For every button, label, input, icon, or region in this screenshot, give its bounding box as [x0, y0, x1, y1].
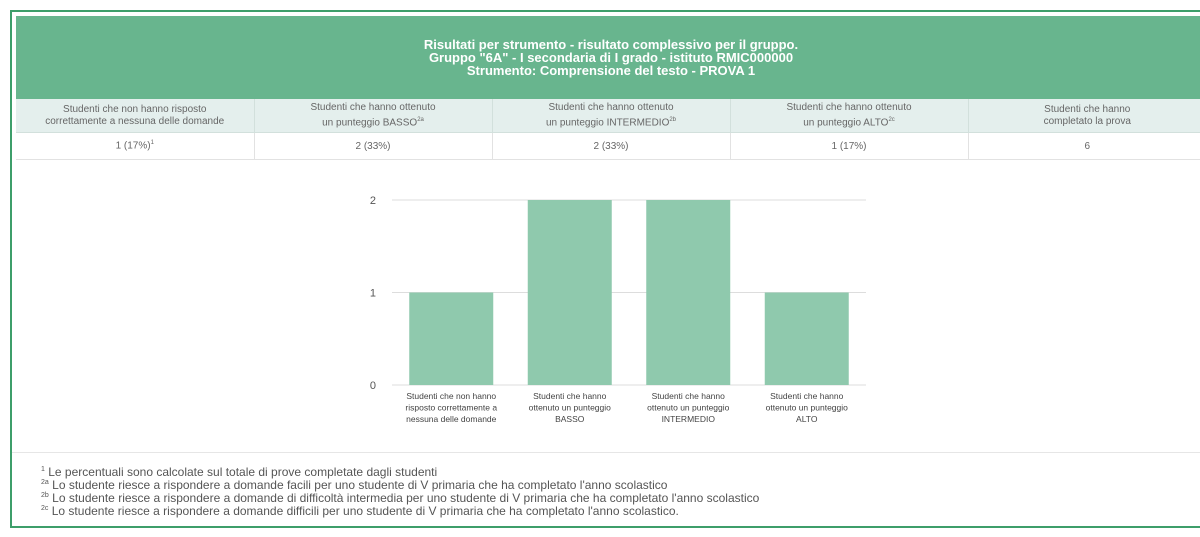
col-header-completed: Studenti che hanno completato la prova	[968, 99, 1200, 133]
col-header-none-correct: Studenti che non hanno risposto corretta…	[16, 99, 255, 133]
footnote-2a: 2a Lo studente riesce a rispondere a dom…	[41, 479, 1200, 492]
col-header-line1: Studenti che hanno ottenuto	[310, 101, 436, 113]
cell-alto: 1 (17%)	[730, 132, 969, 160]
header-title: Risultati per strumento - risultato comp…	[423, 37, 799, 52]
col-header-line1: Studenti che hanno ottenuto	[548, 101, 674, 113]
col-header-basso: Studenti che hanno ottenuto un punteggio…	[254, 99, 493, 133]
bar	[646, 200, 731, 385]
footnotes: 1 Le percentuali sono calcolate sul tota…	[12, 452, 1200, 530]
col-header-line1: Studenti che hanno ottenuto	[786, 101, 912, 113]
col-header-line1: Studenti che hanno	[1044, 103, 1131, 115]
bar	[764, 292, 849, 385]
cell-basso: 2 (33%)	[254, 132, 493, 160]
col-header-sup: 2a	[417, 116, 424, 123]
x-tick-label-line: BASSO	[555, 414, 585, 424]
y-tick-label: 1	[370, 288, 376, 300]
x-tick-label-line: ALTO	[796, 414, 818, 424]
x-tick-label-line: risposto correttamente a	[405, 403, 497, 413]
footnote-1: 1 Le percentuali sono calcolate sul tota…	[41, 466, 1200, 479]
header-group: Gruppo "6A" - I secondaria di I grado - …	[428, 50, 794, 65]
x-tick-label-line: Studenti che non hanno	[406, 391, 496, 401]
y-tick-label: 2	[370, 195, 376, 207]
x-tick-label: Studenti che hanno ottenuto un punteggio I…	[647, 391, 730, 424]
col-header-line2: completato la prova	[1043, 115, 1131, 127]
cell-none-correct: 1 (17%)1	[16, 132, 255, 160]
footnote-mark: 2c	[41, 505, 49, 512]
footnote-2c: 2c Lo studente riesce a rispondere a dom…	[41, 505, 1200, 518]
x-tick-label-line: nessuna delle domande	[406, 414, 497, 424]
x-tick-label: Studenti che hanno ottenuto un punteggio B…	[529, 391, 612, 424]
col-header-sup: 2b	[669, 116, 677, 123]
x-tick-label-line: ottenuto un punteggio	[647, 403, 730, 413]
footnote-text: Lo studente riesce a rispondere a domand…	[51, 504, 679, 518]
cell-intermedio: 2 (33%)	[492, 132, 731, 160]
results-header: Risultati per strumento - risultato comp…	[16, 16, 1200, 99]
footnote-2b: 2b Lo studente riesce a rispondere a dom…	[41, 492, 1200, 505]
col-header-line2: correttamente a nessuna delle domande	[45, 115, 225, 127]
x-tick-label-line: ottenuto un punteggio	[529, 403, 612, 413]
x-tick-label-line: INTERMEDIO	[662, 414, 716, 424]
footnote-text: Le percentuali sono calcolate sul totale…	[48, 465, 438, 479]
footnote-mark: 2b	[41, 492, 49, 499]
x-tick-label: Studenti che non hanno risposto correttam…	[405, 391, 497, 424]
footnote-text: Lo studente riesce a rispondere a domand…	[52, 478, 668, 492]
cell-completed: 6	[968, 132, 1200, 160]
col-header-line2: un punteggio BASSO	[322, 117, 418, 129]
footnote-mark: 1	[41, 466, 45, 473]
summary-table: Studenti che non hanno risposto corretta…	[16, 99, 1200, 160]
summary-header-row: Studenti che non hanno risposto corretta…	[16, 99, 1200, 133]
bar	[409, 292, 494, 385]
x-tick-label: Studenti che hanno ottenuto un punteggio A…	[766, 391, 849, 424]
summary-value-row: 1 (17%)1 2 (33%) 2 (33%) 1 (17%) 6	[16, 132, 1200, 160]
col-header-line1: Studenti che non hanno risposto	[63, 103, 207, 115]
bar	[527, 200, 612, 385]
col-header-sup: 2c	[888, 116, 895, 123]
header-instrument: Strumento: Comprensione del testo - PROV…	[466, 63, 756, 78]
results-panel: Risultati per strumento - risultato comp…	[10, 10, 1200, 528]
y-tick-label: 0	[370, 380, 376, 392]
col-header-line2: un punteggio ALTO	[803, 117, 889, 129]
footnote-mark: 2a	[41, 479, 49, 486]
x-tick-label-line: Studenti che hanno	[770, 391, 844, 401]
x-tick-label-line: Studenti che hanno	[533, 391, 607, 401]
cell-sup: 1	[150, 140, 154, 147]
x-tick-label-line: ottenuto un punteggio	[766, 403, 849, 413]
cell-value: 1 (17%)	[115, 140, 151, 152]
col-header-alto: Studenti che hanno ottenuto un punteggio…	[730, 99, 969, 133]
col-header-line2: un punteggio INTERMEDIO	[545, 117, 670, 129]
footnote-text: Lo studente riesce a rispondere a domand…	[52, 491, 760, 505]
x-tick-label-line: Studenti che hanno	[652, 391, 726, 401]
col-header-intermedio: Studenti che hanno ottenuto un punteggio…	[492, 99, 731, 133]
